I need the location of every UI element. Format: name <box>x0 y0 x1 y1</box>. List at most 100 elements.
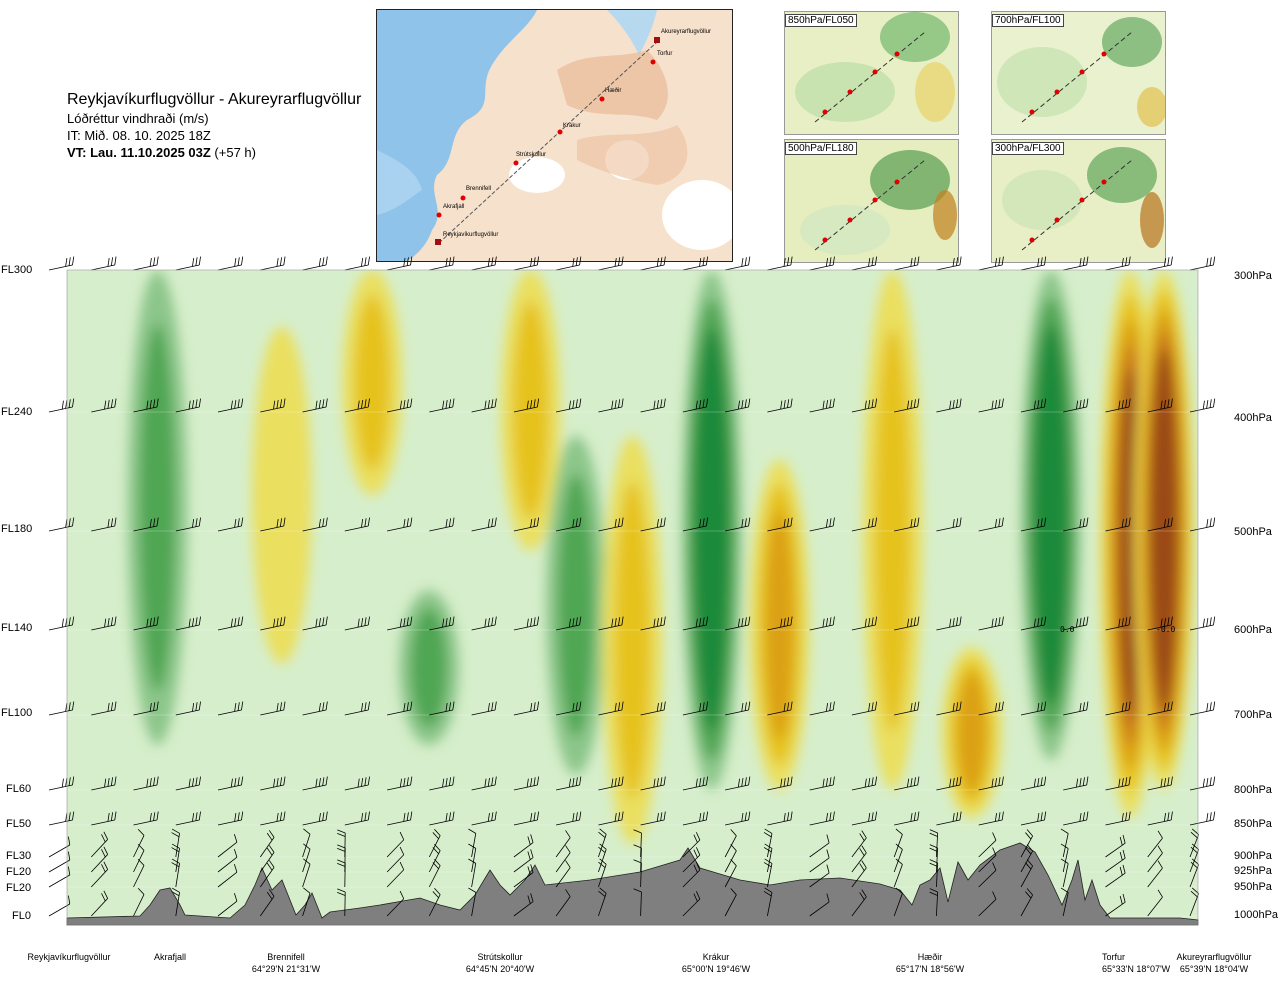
wind-barb <box>978 862 997 888</box>
wind-barb <box>387 398 413 413</box>
wind-barb <box>429 776 455 791</box>
wind-barb <box>555 860 571 888</box>
station-name: Torfur <box>1102 952 1126 962</box>
fl-label: FL100 <box>1 707 33 719</box>
wind-barb <box>1063 616 1089 631</box>
wind-barb <box>763 843 773 873</box>
wind-barb <box>91 831 109 858</box>
wind-barb <box>929 888 939 917</box>
map-label-brennifell: Brennifell <box>466 186 492 192</box>
wind-barb <box>133 776 159 791</box>
wind-barb <box>682 398 709 413</box>
wind-barb <box>851 701 878 716</box>
station-coord: 65°17'N 18°56'W <box>895 964 965 974</box>
wind-barb <box>1105 517 1131 532</box>
chart-header: Reykjavíkurflugvöllur - Akureyrarflugvöl… <box>67 90 361 161</box>
wind-barb <box>894 776 920 791</box>
panel-300hpa: 300hPa/FL300 <box>991 139 1166 263</box>
downdraft-region <box>1038 352 1063 678</box>
wind-barb <box>809 398 835 413</box>
wind-barb <box>48 866 71 888</box>
wind-barb <box>633 859 642 888</box>
wind-barb <box>1063 701 1089 716</box>
station-label: Reykjavíkurflugvöllur <box>14 951 124 963</box>
wind-barb <box>217 776 244 791</box>
wind-barb <box>259 830 275 858</box>
updraft-region <box>614 481 651 799</box>
wind-barb <box>429 398 455 413</box>
wind-barb <box>763 858 773 888</box>
wind-barb <box>387 776 413 791</box>
panel-label: 500hPa/FL180 <box>785 142 857 155</box>
wind-barb <box>598 811 624 826</box>
wind-barb <box>1105 893 1126 917</box>
wind-barb <box>471 776 497 791</box>
wind-barb <box>1105 811 1131 826</box>
wind-barb <box>513 256 540 271</box>
wind-barb <box>387 616 413 631</box>
wind-barb <box>598 517 624 532</box>
wind-barb <box>555 889 571 917</box>
wind-barb <box>259 860 275 888</box>
wind-barb <box>978 811 1004 826</box>
wind-barb <box>851 776 878 791</box>
wind-barb <box>936 398 962 413</box>
wind-barb <box>1020 517 1047 532</box>
wind-barb <box>217 517 244 532</box>
wind-barb <box>1147 860 1163 888</box>
wind-barb <box>468 887 477 917</box>
wind-barb <box>260 811 286 826</box>
wind-barb <box>133 828 145 858</box>
wind-barb <box>217 398 244 413</box>
hpa-label: 850hPa <box>1234 818 1272 830</box>
wind-barb <box>133 811 159 826</box>
wind-barb <box>175 776 201 791</box>
hpa-label: 700hPa <box>1234 709 1272 721</box>
wind-barb <box>217 701 244 716</box>
wind-barb <box>978 701 1004 716</box>
wind-barb <box>175 701 201 716</box>
wind-barb <box>1189 517 1216 532</box>
wind-barb <box>809 893 830 917</box>
station-name: Reykjavíkurflugvöllur <box>27 952 111 962</box>
station-label: Brennifell 64°29'N 21°31'W <box>236 951 336 975</box>
wind-barb <box>337 888 346 917</box>
wind-barb <box>640 701 666 716</box>
wind-barb <box>763 887 773 917</box>
wind-barb <box>428 888 441 917</box>
route-title: Reykjavíkurflugvöllur - Akureyrarflugvöl… <box>67 91 362 108</box>
wind-barb <box>1060 887 1069 917</box>
wind-barb <box>302 517 328 532</box>
wind-barb <box>640 776 666 791</box>
wind-barb <box>1105 864 1126 888</box>
wind-barb <box>598 887 607 917</box>
wind-barb <box>978 832 997 858</box>
wind-barb <box>429 616 455 631</box>
wind-barb <box>217 892 238 917</box>
wind-barb <box>809 256 835 271</box>
wind-barb <box>513 864 534 888</box>
wind-barb <box>344 256 370 271</box>
wind-barb <box>893 887 903 917</box>
wind-barb <box>936 256 962 271</box>
wind-barb <box>851 517 878 532</box>
wind-barb <box>175 256 201 271</box>
wind-barb <box>513 398 540 413</box>
wind-barb <box>468 843 477 873</box>
wind-barb <box>1020 888 1033 917</box>
wind-barb <box>929 859 939 888</box>
wind-barb <box>809 849 830 873</box>
wind-barb <box>1020 811 1047 826</box>
wind-barb <box>1020 398 1047 413</box>
hpa-label: 925hPa <box>1234 865 1272 877</box>
station-label: Akrafjall <box>140 951 200 963</box>
panel-graphic <box>785 140 958 262</box>
wind-barb <box>302 256 328 271</box>
wind-barb <box>302 398 328 413</box>
station-coord: 64°45'N 20°40'W <box>465 964 535 974</box>
panel-500hpa: 500hPa/FL180 <box>784 139 959 263</box>
route-map-graphic <box>377 10 732 261</box>
wind-barb <box>851 256 878 271</box>
downdraft-region <box>139 323 176 692</box>
